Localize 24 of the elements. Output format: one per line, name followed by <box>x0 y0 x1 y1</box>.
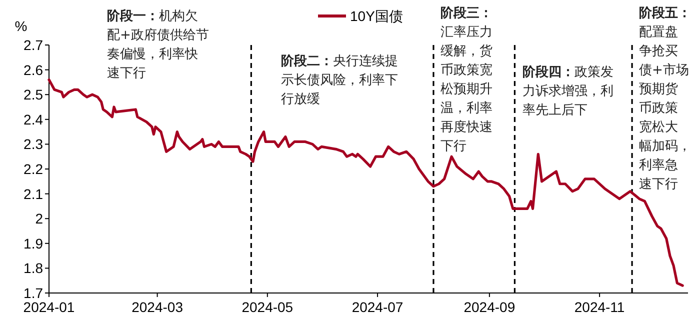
annotation: 阶段二：央行连续提示长债风险，利率下行放缓 <box>281 54 398 107</box>
text: 阶段五：配置盘争抢买债+市场预期货币政策宽松大幅加码，利率急速下行 <box>639 6 692 192</box>
annotation: 阶段三：汇率压力缓解，货币政策宽松预期升温，利率再度快速下行 <box>440 6 492 154</box>
y-tick-label: 2.2 <box>24 161 44 177</box>
y-tick-label: 1.9 <box>24 235 44 252</box>
x-tick-label: 2024-07 <box>352 299 404 315</box>
y-tick-label: 2.6 <box>24 62 44 78</box>
x-tick-label: 2024-03 <box>132 299 184 315</box>
y-tick-label: 1.7 <box>24 285 44 301</box>
x-tick-label: 2024-09 <box>464 299 516 315</box>
y-tick-label: 2 <box>35 210 44 227</box>
x-tick-label: 2024-11 <box>574 299 625 315</box>
y-tick-label: 1.8 <box>24 260 44 276</box>
annotation: 阶段四：政策发力诉求增强，利率先上后下 <box>522 65 614 118</box>
x-tick-label: 2024-01 <box>23 299 75 315</box>
y-axis-title: % <box>14 18 28 34</box>
y-tick-label: 2.5 <box>24 86 44 103</box>
y-tick-label: 2.7 <box>24 37 44 53</box>
x-tick-label: 2024-05 <box>242 299 294 315</box>
y-tick-label: 2.3 <box>24 136 44 152</box>
legend-label: 10Y国债 <box>350 8 403 24</box>
annotation: 阶段一：机构欠配+政府债供给节奏偏慢，利率快速下行 <box>107 9 209 81</box>
y-tick-label: 2.1 <box>24 186 44 202</box>
y-tick-label: 2.4 <box>24 111 44 128</box>
